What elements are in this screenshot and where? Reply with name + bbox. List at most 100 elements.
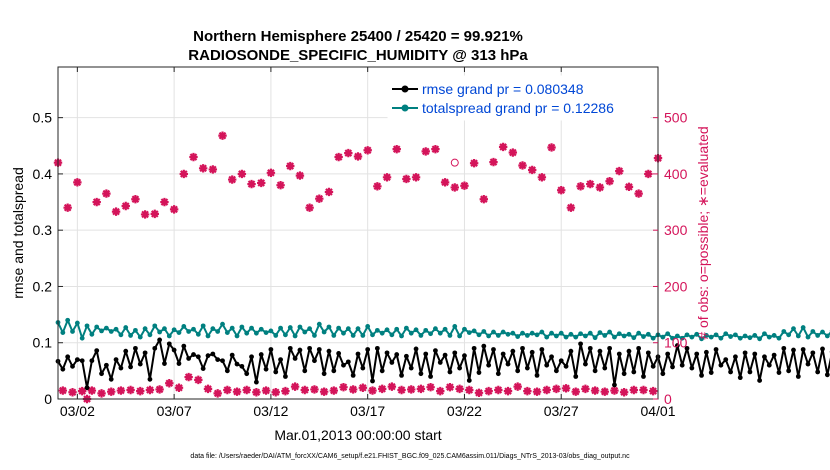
rmse-point: [810, 350, 816, 356]
rmse-point: [505, 361, 511, 367]
rmse-point: [524, 365, 530, 371]
obs-point: [208, 165, 218, 174]
rmse-point: [718, 362, 724, 368]
obs-point: [590, 386, 600, 395]
totalspread-point: [355, 326, 361, 332]
totalspread-point: [103, 325, 109, 331]
rmse-point: [253, 379, 259, 385]
totalspread-point: [771, 333, 777, 338]
obs-point: [629, 385, 639, 395]
obs-point: [407, 385, 416, 394]
rmse-point: [133, 345, 138, 351]
totalspread-point: [321, 329, 327, 335]
rmse-point: [65, 354, 71, 360]
rmse-point: [321, 371, 327, 377]
rmse-point: [757, 378, 763, 383]
obs-point: [160, 197, 169, 207]
rmse-point: [331, 368, 337, 374]
obs-point: [581, 384, 590, 394]
rmse-point: [815, 369, 821, 375]
obs-point: [218, 131, 227, 140]
y-tick-label: 0.4: [33, 166, 53, 182]
obs-point: [165, 379, 174, 388]
obs-point: [402, 174, 411, 184]
totalspread-point: [418, 333, 424, 338]
x-tick-label: 03/17: [350, 403, 385, 419]
totalspread-point: [195, 331, 201, 337]
totalspread-point: [641, 334, 646, 339]
totalspread-point: [394, 326, 400, 332]
rmse-point: [437, 360, 443, 365]
totalspread-point: [365, 324, 371, 329]
rmse-point: [273, 369, 279, 375]
rmse-point: [374, 345, 380, 351]
obs-point: [484, 386, 493, 396]
obs-point: [266, 168, 276, 177]
obs-point: [300, 385, 309, 395]
obs-point: [203, 384, 213, 394]
rmse-point: [428, 374, 433, 379]
totalspread-point: [674, 333, 680, 339]
obs-point: [639, 385, 648, 395]
rmse-point: [442, 352, 448, 358]
obs-point: [121, 201, 130, 211]
totalspread-point: [162, 326, 167, 332]
totalspread-point: [258, 326, 264, 332]
y2-tick-label: 300: [664, 222, 688, 238]
totalspread-point: [616, 331, 622, 337]
totalspread-point: [824, 333, 830, 339]
rmse-point: [597, 348, 603, 354]
y-tick-label: 0: [44, 391, 52, 407]
legend-rmse-label: rmse grand pr = 0.080348: [422, 81, 584, 97]
rmse-point: [602, 365, 608, 371]
rmse-point: [684, 345, 690, 351]
rmse-point: [171, 347, 177, 353]
totalspread-point: [360, 333, 366, 338]
obs-possible-point: [450, 158, 459, 167]
obs-point: [532, 387, 542, 396]
obs-point: [450, 183, 459, 192]
obs-point: [305, 203, 314, 212]
rmse-point: [510, 348, 516, 354]
obs-point: [315, 194, 324, 203]
rmse-point: [515, 368, 521, 374]
totalspread-point: [403, 325, 409, 331]
x-tick-label: 03/22: [447, 403, 482, 419]
legend-box: [387, 75, 651, 121]
obs-point: [397, 385, 406, 395]
totalspread-point: [631, 335, 637, 341]
rmse-point: [365, 347, 371, 352]
y2-tick-label: 500: [664, 110, 688, 126]
rmse-point: [224, 368, 230, 374]
x-tick-label: 04/01: [640, 403, 675, 419]
obs-point: [474, 388, 484, 398]
rmse-point: [752, 351, 758, 357]
obs-point: [87, 386, 97, 395]
totalspread-point: [94, 324, 100, 330]
totalspread-point: [326, 324, 332, 330]
totalspread-point: [578, 331, 583, 337]
y-tick-label: 0.3: [33, 222, 53, 238]
obs-point: [373, 182, 382, 191]
obs-point: [610, 386, 619, 395]
totalspread-point: [781, 329, 787, 334]
totalspread-point: [384, 327, 390, 333]
totalspread-point: [345, 326, 351, 332]
rmse-point: [636, 345, 642, 351]
obs-point: [615, 166, 624, 176]
totalspread-point: [534, 332, 540, 338]
y2-tick-label: 0: [664, 391, 672, 407]
rmse-point: [287, 345, 293, 351]
rmse-point: [553, 368, 559, 374]
rmse-point: [210, 351, 216, 357]
totalspread-point: [316, 321, 322, 327]
obs-point: [436, 386, 445, 396]
rmse-point: [258, 352, 264, 357]
totalspread-point: [621, 333, 627, 339]
obs-point: [116, 386, 126, 395]
rmse-line: [57, 338, 830, 389]
rmse-point: [766, 362, 772, 368]
rmse-point: [549, 354, 554, 360]
obs-point: [648, 386, 658, 396]
rmse-point: [776, 370, 782, 375]
